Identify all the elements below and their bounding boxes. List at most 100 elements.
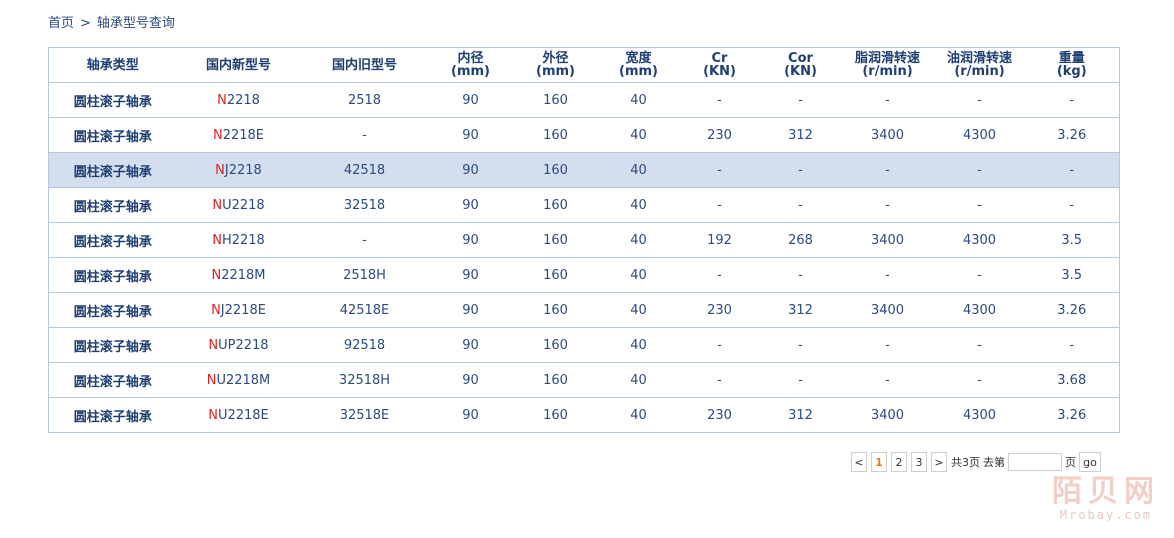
watermark-en-text: Mrobay.com [1059, 508, 1153, 522]
old-model-cell: 32518E [300, 397, 429, 433]
new-model-cell[interactable]: NH2218 [176, 222, 301, 258]
type-cell: 圆柱滚子轴承 [48, 152, 177, 188]
outer-diameter-cell: 160 [512, 292, 599, 328]
oil-speed-cell: - [934, 187, 1025, 223]
table-row[interactable]: 圆柱滚子轴承 N2218M 2518H 90 160 40- - - -3.5 [48, 257, 1120, 293]
model-suffix: H2218 [221, 232, 265, 248]
width-cell: 40 [598, 292, 679, 328]
model-prefix: N [208, 337, 219, 353]
old-model-cell: 2518H [300, 257, 429, 293]
cr-cell: 230 [678, 292, 761, 328]
cor-cell: 312 [760, 397, 841, 433]
outer-diameter-cell: 160 [512, 257, 599, 293]
header-inner-diameter-line: (mm) [451, 64, 490, 79]
model-prefix: N [217, 92, 227, 108]
table-header-row: 轴承类型 国内新型号 国内旧型号 内径 (mm) 外径 (mm) 宽度 (mm) Cr (KN) Co… [48, 47, 1120, 83]
model-suffix: 2218E [222, 127, 265, 143]
grease-speed-cell: - [840, 327, 935, 363]
prev-page-button[interactable]: < [851, 452, 867, 472]
model-suffix: U2218M [216, 372, 271, 388]
header-model-old: 国内旧型号 [300, 47, 429, 83]
new-model-cell[interactable]: NJ2218E [176, 292, 301, 328]
breadcrumb-separator: > [80, 16, 91, 31]
outer-diameter-cell: 160 [512, 117, 599, 153]
table-row[interactable]: 圆柱滚子轴承 NH2218-90 160 40 192 268 3400 4300 3.5 [48, 222, 1120, 258]
weight-cell: - [1024, 327, 1120, 363]
model-prefix: N [212, 127, 223, 143]
model-prefix: N [206, 372, 217, 388]
new-model-cell[interactable]: NU2218E [176, 397, 301, 433]
page-button-1[interactable]: 1 [871, 452, 887, 472]
width-cell: 40 [598, 327, 679, 363]
outer-diameter-cell: 160 [512, 222, 599, 258]
width-cell: 40 [598, 222, 679, 258]
table-row[interactable]: 圆柱滚子轴承 NJ2218E 42518E 90 160 40 230 312 3400 4300… [48, 292, 1120, 328]
outer-diameter-cell: 160 [512, 187, 599, 223]
old-model-cell: 92518 [300, 327, 429, 363]
cor-cell: - [760, 82, 841, 118]
header-outer-diameter: 外径 (mm) [512, 47, 599, 83]
oil-speed-cell: 4300 [934, 292, 1025, 328]
width-cell: 40 [598, 187, 679, 223]
model-prefix: N [211, 302, 221, 318]
inner-diameter-cell: 90 [428, 292, 513, 328]
new-model-cell[interactable]: N2218 [176, 82, 301, 118]
weight-cell: 3.26 [1024, 397, 1120, 433]
cr-cell: - [678, 327, 761, 363]
new-model-cell[interactable]: NU2218 [176, 187, 301, 223]
new-model-cell[interactable]: NUP2218 [176, 327, 301, 363]
new-model-cell[interactable]: NJ2218 [176, 152, 301, 188]
new-model-cell[interactable]: N2218M [176, 257, 301, 293]
weight-cell: 3.26 [1024, 292, 1120, 328]
table-row[interactable]: 圆柱滚子轴承 NU2218M 32518H 90 160 40- - - -3.68 [48, 362, 1120, 398]
model-suffix: U2218 [222, 197, 265, 213]
inner-diameter-cell: 90 [428, 257, 513, 293]
table-row[interactable]: 圆柱滚子轴承 NU2218E 32518E 90 160 40 230 312 3400 4300… [48, 397, 1120, 433]
cor-cell: - [760, 362, 841, 398]
outer-diameter-cell: 160 [512, 152, 599, 188]
model-suffix: U2218E [217, 407, 269, 423]
inner-diameter-cell: 90 [428, 152, 513, 188]
page-button-2[interactable]: 2 [891, 452, 907, 472]
header-weight-line: 重量 [1058, 51, 1085, 66]
table-row[interactable]: 圆柱滚子轴承 NJ2218 42518 90 160 40- - - - - [48, 152, 1120, 188]
page-button-3[interactable]: 3 [911, 452, 927, 472]
header-outer-diameter-line: (mm) [536, 64, 575, 79]
oil-speed-cell: 4300 [934, 222, 1025, 258]
new-model-cell[interactable]: N2218E [176, 117, 301, 153]
model-suffix: 2218 [226, 92, 260, 108]
header-cr: Cr (KN) [678, 47, 761, 83]
header-inner-diameter: 内径 (mm) [428, 47, 513, 83]
outer-diameter-cell: 160 [512, 327, 599, 363]
oil-speed-cell: - [934, 327, 1025, 363]
cor-cell: 268 [760, 222, 841, 258]
width-cell: 40 [598, 82, 679, 118]
inner-diameter-cell: 90 [428, 82, 513, 118]
header-inner-diameter-line: 内径 [457, 51, 484, 66]
grease-speed-cell: 3400 [840, 292, 935, 328]
table-row[interactable]: 圆柱滚子轴承 N2218 2518 90 160 40- - - - - [48, 82, 1120, 118]
oil-speed-cell: - [934, 152, 1025, 188]
next-page-button[interactable]: > [931, 452, 947, 472]
breadcrumb-home-link[interactable]: 首页 [48, 16, 75, 31]
model-prefix: N [215, 162, 225, 178]
table-row[interactable]: 圆柱滚子轴承 N2218E -90 160 40 230 312 3400 4300 3.26 [48, 117, 1120, 153]
table-row[interactable]: 圆柱滚子轴承 NU2218 32518 90 160 40- - - - - [48, 187, 1120, 223]
old-model-cell: 2518 [300, 82, 429, 118]
width-cell: 40 [598, 257, 679, 293]
watermark-logo: 陌贝网 Mrobay.com [1052, 476, 1160, 523]
breadcrumb-current: 轴承型号查询 [96, 16, 175, 31]
type-cell: 圆柱滚子轴承 [48, 362, 177, 398]
bearing-table: 轴承类型 国内新型号 国内旧型号 内径 (mm) 外径 (mm) 宽度 (mm) Cr (KN) Co… [48, 47, 1120, 433]
header-weight: 重量 (kg) [1024, 47, 1120, 83]
inner-diameter-cell: 90 [428, 187, 513, 223]
header-cr-line: Cr [711, 51, 728, 66]
grease-speed-cell: - [840, 362, 935, 398]
go-button[interactable]: go [1079, 452, 1101, 472]
new-model-cell[interactable]: NU2218M [176, 362, 301, 398]
table-row[interactable]: 圆柱滚子轴承 NUP2218 92518 90 160 40- - - - - [48, 327, 1120, 363]
goto-page-input[interactable] [1008, 453, 1062, 471]
header-model-new-line: 国内新型号 [205, 57, 271, 73]
